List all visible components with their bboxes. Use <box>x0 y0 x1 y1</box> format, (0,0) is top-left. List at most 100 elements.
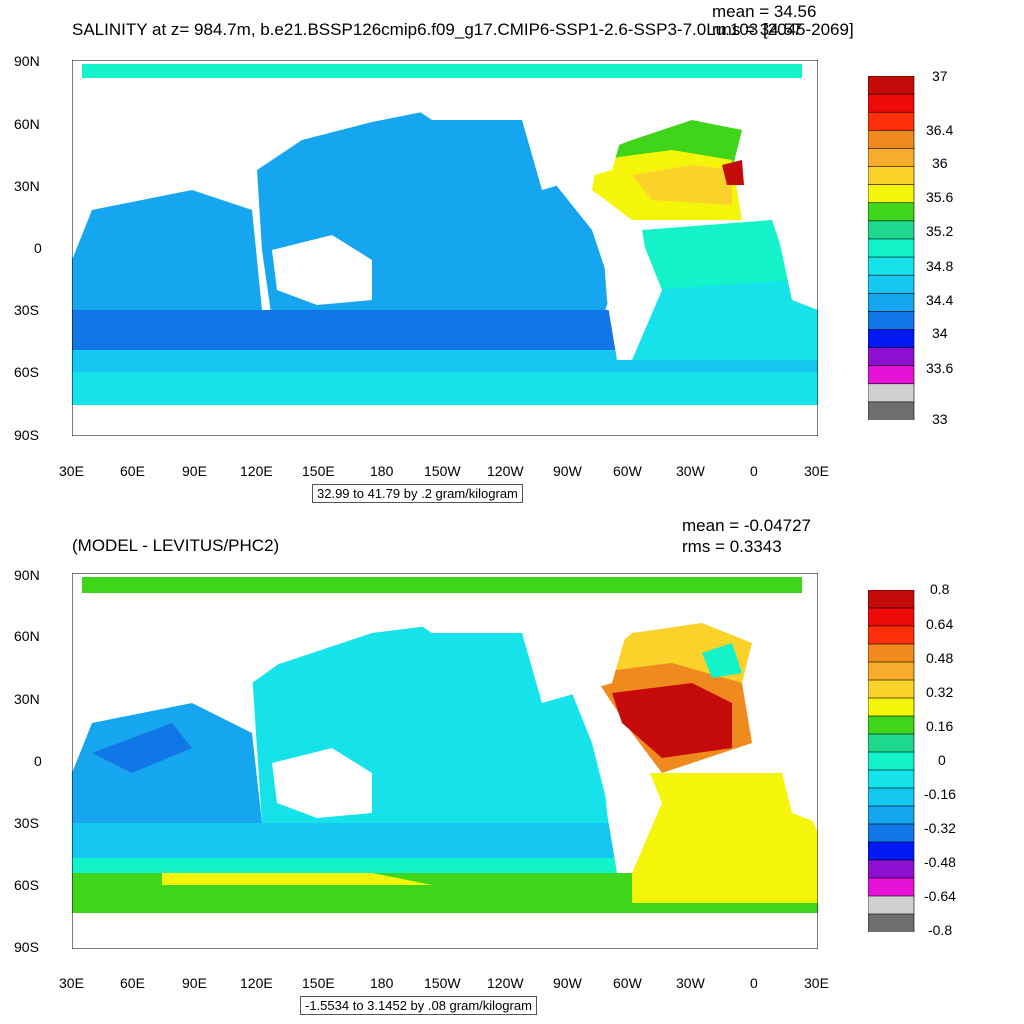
p2-north-america <box>402 593 632 703</box>
panel2-lon-180: 180 <box>370 975 394 991</box>
p2-south-band-1 <box>72 823 672 863</box>
panel1-cb-label-34: 34 <box>932 325 948 341</box>
colorbar-swatch <box>868 733 915 753</box>
p2-atlantic-red <box>612 683 732 758</box>
colorbar-swatch <box>868 607 915 627</box>
colorbar-swatch <box>868 751 915 771</box>
colorbar-swatch <box>868 365 915 385</box>
panel2-cb-label-0-32: 0.32 <box>926 684 954 700</box>
panel2-rms: rms = 0.3343 <box>682 537 782 556</box>
colorbar-swatch <box>868 401 915 420</box>
panel1-mean: mean = 34.56 <box>712 2 817 21</box>
panel1-lon-30w: 30W <box>676 463 705 479</box>
p2-africa <box>772 703 818 823</box>
panel2-lon-150w: 150W <box>424 975 461 991</box>
panel1-cb-label-37: 37 <box>932 68 948 84</box>
panel2-lat-90n: 90N <box>14 567 40 583</box>
colorbar-swatch <box>868 697 915 717</box>
colorbar-swatch <box>868 859 915 879</box>
panel1-rms: rms = 34.57 <box>712 20 803 39</box>
p1-antarctica <box>72 405 818 436</box>
colorbar-swatch <box>868 347 915 367</box>
panel1-cb-label-34-4: 34.4 <box>926 292 954 308</box>
panel2-cb-label-0-16: 0.16 <box>926 718 954 734</box>
panel2-cb-label-0-8: 0.8 <box>930 581 950 597</box>
panel2-lat-90s: 90S <box>14 939 39 955</box>
panel2-title: (MODEL - LEVITUS/PHC2) <box>72 536 280 555</box>
panel2-range-label: -1.5534 to 3.1452 by .08 gram/kilogram <box>300 996 537 1015</box>
panel1-lat-30s: 30S <box>14 302 39 318</box>
colorbar-swatch <box>868 311 915 331</box>
p2-south-yellow <box>162 873 432 885</box>
panel2-lon-120e: 120E <box>240 975 273 991</box>
p1-south-america <box>602 230 662 360</box>
panel2-lat-60s: 60S <box>14 877 39 893</box>
panel2-lon-60w: 60W <box>613 975 642 991</box>
panel2-lat-30s: 30S <box>14 815 39 831</box>
colorbar-swatch <box>868 787 915 807</box>
colorbar-swatch <box>868 679 915 699</box>
panel1-lat-90s: 90S <box>14 427 39 443</box>
panel2-lon-60e: 60E <box>120 975 145 991</box>
colorbar-swatch <box>868 130 915 150</box>
panel2-lon-150e: 150E <box>302 975 335 991</box>
colorbar-swatch <box>868 166 915 186</box>
colorbar-swatch <box>868 661 915 681</box>
colorbar-swatch <box>868 590 915 609</box>
panel2-lon-120w: 120W <box>487 975 524 991</box>
panel1-title: SALINITY at z= 984.7m, b.e21.BSSP126cmip… <box>72 20 854 39</box>
panel1-cb-label-36-4: 36.4 <box>926 122 954 138</box>
panel1-lon-0: 0 <box>750 463 758 479</box>
panel1-lon-120e: 120E <box>240 463 273 479</box>
p1-africa <box>772 180 818 310</box>
colorbar-swatch <box>868 715 915 735</box>
p2-indian <box>72 703 262 823</box>
panel2-lat-60n: 60N <box>14 628 40 644</box>
panel2-lon-30e-end: 30E <box>804 975 829 991</box>
panel1-lat-60s: 60S <box>14 364 39 380</box>
panel2-cb-label-neg-0-8: -0.8 <box>928 922 953 938</box>
p2-indian-blue <box>92 723 192 773</box>
colorbar-swatch <box>868 877 915 897</box>
colorbar-swatch <box>868 913 915 932</box>
colorbar-swatch <box>868 111 915 132</box>
panel1-lon-30e: 30E <box>59 463 84 479</box>
panel1-lat-60n: 60N <box>14 116 40 132</box>
panel2-cb-label-0-48: 0.48 <box>926 650 954 666</box>
p1-south-band-3 <box>72 372 818 405</box>
panel1-lat-0: 0 <box>34 240 42 256</box>
colorbar-swatch <box>868 329 915 349</box>
colorbar-swatch <box>868 202 915 222</box>
panel2-colorbar <box>868 590 915 932</box>
colorbar-swatch <box>868 823 915 843</box>
colorbar-swatch <box>868 895 915 915</box>
colorbar-swatch <box>868 238 915 258</box>
colorbar-swatch <box>868 93 915 114</box>
panel1-lon-60e: 60E <box>120 463 145 479</box>
panel1-lon-60w: 60W <box>613 463 642 479</box>
p1-south-band-1 <box>72 310 672 360</box>
colorbar-swatch <box>868 625 915 645</box>
panel1-cb-label-33-6: 33.6 <box>926 360 954 376</box>
panel2-lon-90e: 90E <box>182 975 207 991</box>
colorbar-swatch <box>868 184 915 204</box>
panel2-map <box>72 573 818 949</box>
panel1-lon-120w: 120W <box>487 463 524 479</box>
p1-indian <box>72 190 262 310</box>
panel1-map <box>72 60 818 436</box>
p2-arctic <box>82 577 802 593</box>
p2-asia <box>72 593 332 713</box>
panel1-lon-30e-end: 30E <box>804 463 829 479</box>
p2-labrador <box>702 643 742 678</box>
panel2-lon-0: 0 <box>750 975 758 991</box>
colorbar-swatch <box>868 769 915 789</box>
colorbar-swatch <box>868 256 915 276</box>
panel2-cb-label-0-64: 0.64 <box>926 616 954 632</box>
panel1-lat-30n: 30N <box>14 178 40 194</box>
panel2-cb-label-0: 0 <box>938 752 946 768</box>
panel1-lon-90w: 90W <box>553 463 582 479</box>
colorbar-swatch <box>868 383 915 403</box>
colorbar-swatch <box>868 805 915 825</box>
p2-australia <box>272 748 372 818</box>
panel2-cb-label-neg-0-16: -0.16 <box>924 786 956 802</box>
